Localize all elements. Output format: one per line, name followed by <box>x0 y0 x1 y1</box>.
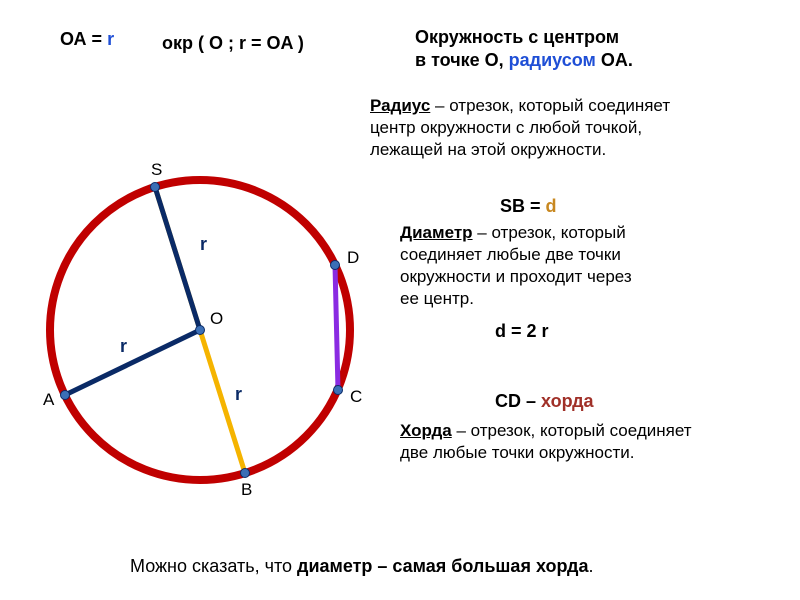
diagram-svg: r r r O A S B D C <box>20 160 380 520</box>
svg-text:D: D <box>347 248 359 267</box>
oa-equals-label: ОА = r <box>60 28 114 51</box>
diameter-def-l4: ее центр. <box>400 289 474 308</box>
circle-title-l2-pre: в точке О, <box>415 50 509 70</box>
diameter-word: Диаметр <box>400 223 473 242</box>
footer-pre: Можно сказать, что <box>130 556 297 576</box>
chord-def-l2: две любые точки окружности. <box>400 443 635 462</box>
svg-text:S: S <box>151 160 162 179</box>
chord-word: Хорда <box>400 421 452 440</box>
radius-word: Радиус <box>370 96 430 115</box>
circle-title: Окружность с центром в точке О, радиусом… <box>415 26 785 73</box>
circle-title-l2-post: OA. <box>596 50 633 70</box>
radius-def-l2: центр окружности с любой точкой, <box>370 118 642 137</box>
svg-text:C: C <box>350 387 362 406</box>
okr-notation: окр ( О ; r = OA ) <box>162 32 304 55</box>
footer-statement: Можно сказать, что диаметр – самая больш… <box>130 555 594 578</box>
chord-def-l1: – отрезок, который соединяет <box>452 421 692 440</box>
svg-text:A: A <box>43 390 55 409</box>
cd-chord-word: хорда <box>541 391 594 411</box>
cd-chord-label: СD – хорда <box>495 390 594 413</box>
diameter-def-l1: – отрезок, который <box>473 223 626 242</box>
sb-d-text: d <box>546 196 557 216</box>
circle-title-l1: Окружность с центром <box>415 27 619 47</box>
diameter-definition: Диаметр – отрезок, который соединяет люб… <box>400 222 800 310</box>
footer-bold: диаметр – самая большая хорда <box>297 556 588 576</box>
sb-eq-text: SB = <box>500 196 541 216</box>
sb-equals-d: SB = d <box>500 195 557 218</box>
d-equals-2r: d = 2 r <box>495 320 549 343</box>
radius-def-l3: лежащей на этой окружности. <box>370 140 606 159</box>
radius-definition: Радиус – отрезок, который соединяет цент… <box>370 95 790 161</box>
oa-eq-text: ОА = <box>60 29 102 49</box>
chord-definition: Хорда – отрезок, который соединяет две л… <box>400 420 800 464</box>
circle-diagram: r r r O A S B D C <box>20 160 380 520</box>
diameter-def-l3: окружности и проходит через <box>400 267 632 286</box>
diameter-def-l2: соединяет любые две точки <box>400 245 621 264</box>
footer-post: . <box>589 556 594 576</box>
svg-text:r: r <box>120 336 127 356</box>
svg-text:B: B <box>241 480 252 499</box>
svg-text:r: r <box>200 234 207 254</box>
radius-def-l1: – отрезок, который соединяет <box>430 96 670 115</box>
oa-r-text: r <box>107 29 114 49</box>
svg-text:O: O <box>210 309 223 328</box>
cd-pre: СD – <box>495 391 541 411</box>
circle-title-radius-word: радиусом <box>509 50 596 70</box>
svg-text:r: r <box>235 384 242 404</box>
